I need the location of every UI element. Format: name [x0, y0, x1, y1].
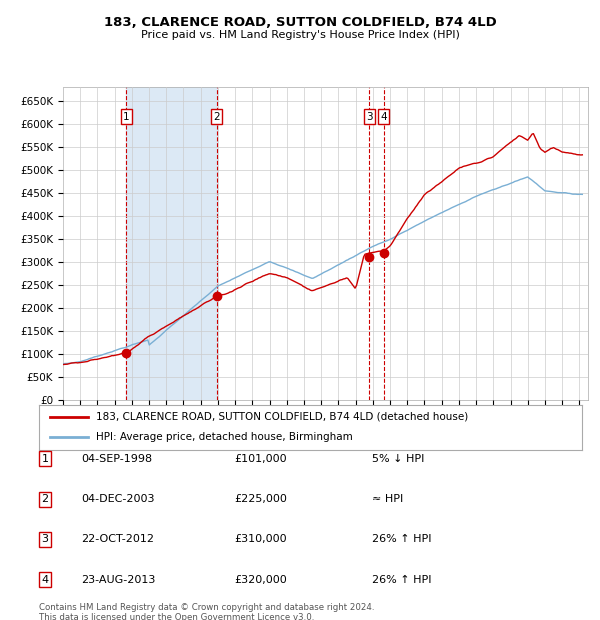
Text: Contains HM Land Registry data © Crown copyright and database right 2024.: Contains HM Land Registry data © Crown c…: [39, 603, 374, 612]
Text: £320,000: £320,000: [234, 575, 287, 585]
Text: 04-SEP-1998: 04-SEP-1998: [81, 454, 152, 464]
Text: 22-OCT-2012: 22-OCT-2012: [81, 534, 154, 544]
Text: 26% ↑ HPI: 26% ↑ HPI: [372, 534, 431, 544]
Text: £310,000: £310,000: [234, 534, 287, 544]
Text: 5% ↓ HPI: 5% ↓ HPI: [372, 454, 424, 464]
Text: 3: 3: [366, 112, 373, 122]
Bar: [126, 87, 217, 400]
Text: £101,000: £101,000: [234, 454, 287, 464]
Text: 2: 2: [41, 494, 49, 504]
Text: This data is licensed under the Open Government Licence v3.0.: This data is licensed under the Open Gov…: [39, 613, 314, 620]
Text: £225,000: £225,000: [234, 494, 287, 504]
Text: 23-AUG-2013: 23-AUG-2013: [81, 575, 155, 585]
Text: 183, CLARENCE ROAD, SUTTON COLDFIELD, B74 4LD: 183, CLARENCE ROAD, SUTTON COLDFIELD, B7…: [104, 16, 496, 29]
Text: 1: 1: [123, 112, 130, 122]
Text: ≈ HPI: ≈ HPI: [372, 494, 403, 504]
Text: HPI: Average price, detached house, Birmingham: HPI: Average price, detached house, Birm…: [96, 432, 353, 443]
Text: 183, CLARENCE ROAD, SUTTON COLDFIELD, B74 4LD (detached house): 183, CLARENCE ROAD, SUTTON COLDFIELD, B7…: [96, 412, 468, 422]
Text: 2: 2: [213, 112, 220, 122]
Text: 4: 4: [380, 112, 387, 122]
Text: 3: 3: [41, 534, 49, 544]
Text: 26% ↑ HPI: 26% ↑ HPI: [372, 575, 431, 585]
Text: 4: 4: [41, 575, 49, 585]
Text: 1: 1: [41, 454, 49, 464]
Text: 04-DEC-2003: 04-DEC-2003: [81, 494, 155, 504]
Text: Price paid vs. HM Land Registry's House Price Index (HPI): Price paid vs. HM Land Registry's House …: [140, 30, 460, 40]
